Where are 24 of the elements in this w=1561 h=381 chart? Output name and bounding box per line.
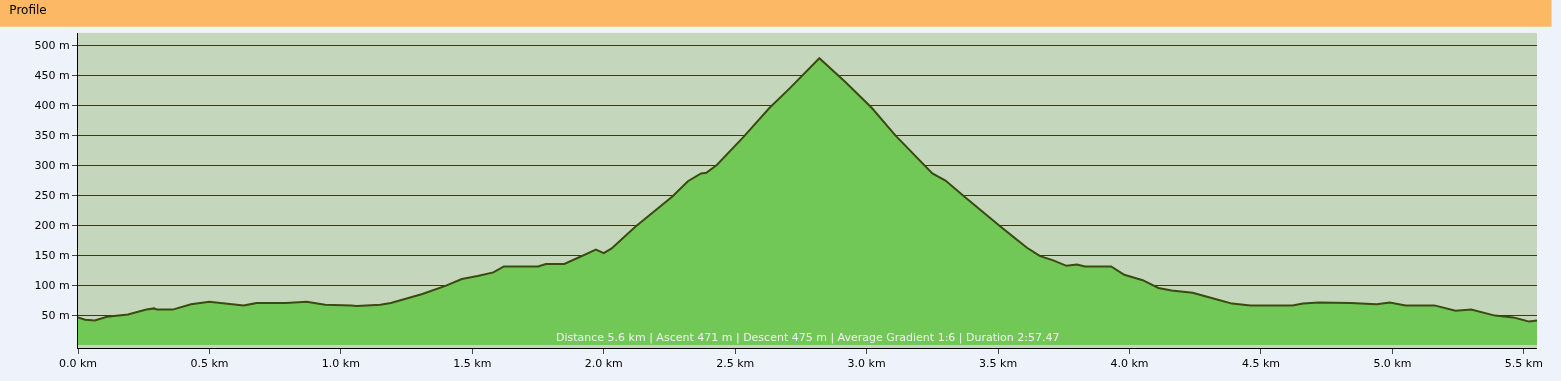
y-tick-label: 300 m (34, 158, 70, 172)
chart-title: Profile (9, 3, 47, 18)
y-tick-label: 200 m (34, 218, 70, 232)
y-tick-label: 250 m (34, 188, 70, 202)
x-tick-label: 1.5 km (453, 357, 492, 371)
x-tick-label: 3.0 km (847, 357, 886, 371)
x-tick-label: 1.0 km (321, 357, 360, 371)
x-tick-label: 2.5 km (716, 357, 755, 371)
x-tick-label: 0.0 km (58, 357, 98, 371)
annotation: Distance 5.6 km | Ascent 471 m | Descent 475 m | Average Gradient 1:6 | Duration 2:57.47 (556, 331, 1060, 344)
x-tick-label: 2.0 km (584, 357, 623, 371)
y-tick-label: 450 m (34, 68, 70, 82)
x-tick-label: 4.0 km (1110, 357, 1149, 371)
x-tick-label: 5.0 km (1373, 357, 1412, 371)
y-tick-label: 350 m (34, 128, 70, 142)
y-tick-label: 150 m (34, 248, 70, 262)
x-tick-label: 4.5 km (1241, 357, 1281, 371)
y-tick-label: 500 m (34, 38, 70, 52)
x-tick-label: 0.5 km (190, 357, 229, 371)
y-tick-label: 50 m (41, 308, 70, 322)
y-tick-label: 400 m (34, 98, 70, 112)
y-tick-label: 100 m (34, 278, 70, 292)
x-tick-label: 3.5 km (979, 357, 1018, 371)
x-tick-label: 5.5 km (1504, 357, 1543, 371)
